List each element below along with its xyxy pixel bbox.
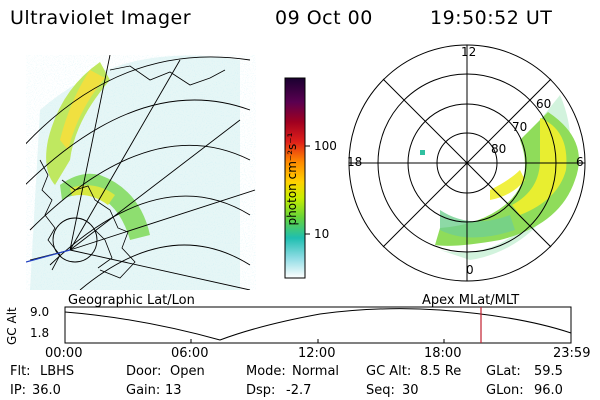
time-label: 19:50:52 UT xyxy=(430,7,553,29)
polar-label-18: 18 xyxy=(347,155,363,169)
map-label: Geographic Lat/Lon xyxy=(68,293,195,308)
oval-arc xyxy=(490,170,525,200)
polar-label-12: 12 xyxy=(461,45,477,59)
footer-seq-label: Seq: xyxy=(366,383,395,398)
altitude-ticks xyxy=(64,339,572,343)
oval-bright xyxy=(512,118,567,215)
footer-dsp-label: Dsp: xyxy=(246,383,276,398)
map-speckle xyxy=(30,55,250,290)
instrument-title: Ultraviolet Imager xyxy=(10,7,192,29)
altitude-ytick-1-8: 1.8 xyxy=(30,326,50,340)
footer-glon-value: 96.0 xyxy=(534,383,563,398)
colorbar xyxy=(284,77,306,279)
auroral-band-core xyxy=(60,70,105,150)
lat-lon-grid xyxy=(26,55,256,290)
footer-ip-value: 36.0 xyxy=(32,383,61,398)
oval-nightside xyxy=(440,210,515,238)
polar-label-6: 6 xyxy=(576,155,584,169)
footer-flt-label: Flt: xyxy=(10,364,31,379)
coastlines xyxy=(39,65,226,279)
altitude-plot xyxy=(64,306,572,344)
footer-flt-value: LBHS xyxy=(40,364,75,379)
polar-lat-60: 60 xyxy=(536,97,552,111)
footer-door-label: Door: xyxy=(126,364,162,379)
footer-glat-value: 59.5 xyxy=(534,364,563,379)
polar-label-0: 0 xyxy=(466,263,474,277)
altitude-xtick-1: 06:00 xyxy=(171,346,209,361)
view-line xyxy=(26,249,71,263)
polar-lat-80: 80 xyxy=(491,142,507,156)
footer-seq-value: 30 xyxy=(402,383,419,398)
footer-gcalt-value: 8.5 Re xyxy=(420,364,462,379)
footer-gcalt-label: GC Alt: xyxy=(366,364,412,379)
footer-glat-label: GLat: xyxy=(486,364,521,379)
geographic-map xyxy=(26,55,256,290)
footer-dsp-value: -2.7 xyxy=(286,383,312,398)
polar-label: Apex MLat/MLT xyxy=(422,293,520,308)
colorbar-tick-100: 100 xyxy=(314,139,337,153)
colorbar-ticks xyxy=(305,145,310,235)
footer-gain-value: 13 xyxy=(165,383,182,398)
polar-plot xyxy=(348,44,586,282)
footer-glon-label: GLon: xyxy=(486,383,524,398)
polar-speck xyxy=(420,150,425,155)
footer-door-value: Open xyxy=(170,364,205,379)
footer-mode-value: Normal xyxy=(292,364,340,379)
altitude-xtick-3: 18:00 xyxy=(424,346,462,361)
polar-lat-70: 70 xyxy=(512,120,528,134)
footer-ip-label: IP: xyxy=(10,383,27,398)
auroral-band-west xyxy=(46,62,110,185)
altitude-xtick-4: 23:59 xyxy=(553,346,591,361)
colorbar-unit-label: photon cm⁻²s⁻¹ xyxy=(285,132,299,226)
altitude-xtick-2: 12:00 xyxy=(298,346,336,361)
footer-mode-label: Mode: xyxy=(246,364,286,379)
altitude-ylabel: GC Alt xyxy=(5,307,19,345)
altitude-curve xyxy=(64,308,572,341)
footer-gain-label: Gain: xyxy=(126,383,161,398)
altitude-xtick-0: 00:00 xyxy=(45,346,83,361)
altitude-ytick-9: 9.0 xyxy=(30,305,50,319)
colorbar-tick-10: 10 xyxy=(314,227,330,241)
date-label: 09 Oct 00 xyxy=(275,7,373,29)
